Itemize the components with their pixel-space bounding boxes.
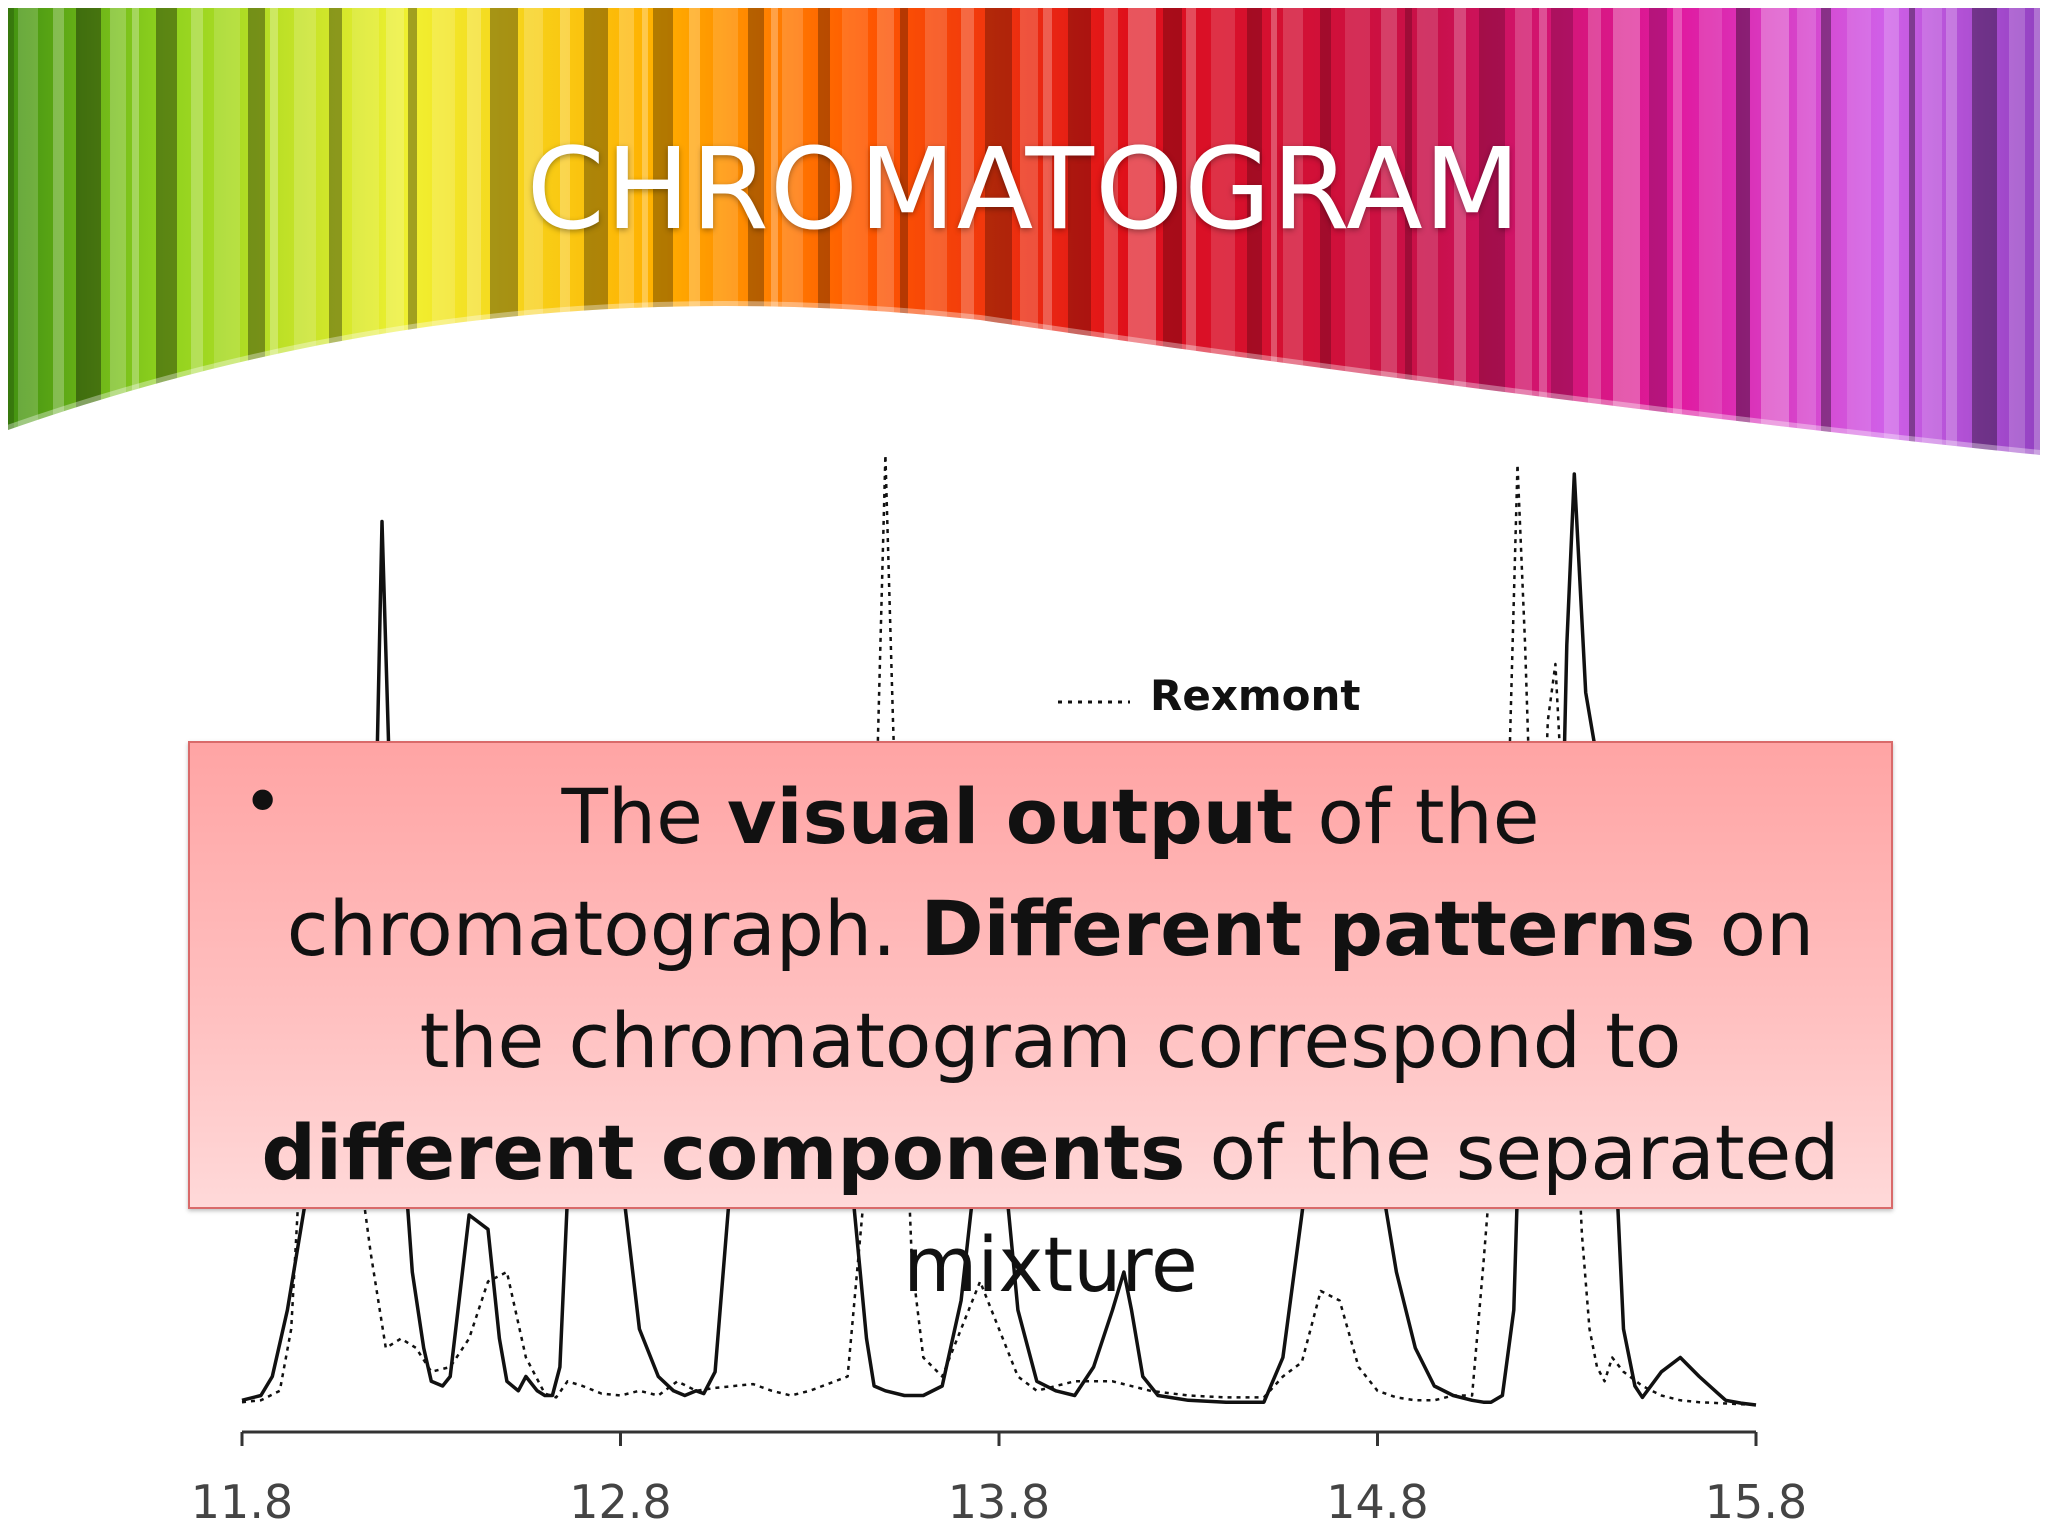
x-tick-label: 11.8 [191,1475,293,1529]
x-tick-label: 12.8 [569,1475,671,1529]
callout-emphasis: visual output [727,772,1294,861]
legend-label-rexmont: Rexmont [1150,671,1361,720]
callout-text-segment: The [561,772,727,861]
callout-text-segment: on the chromatogram correspond to [419,884,1815,1085]
series-line-rexmont [241,453,1757,1407]
callout-text: The visual output of the chromatograph. … [250,761,1851,1321]
bullet-marker: • [242,761,284,843]
rainbow-header-banner [6,8,2041,460]
callout-text-segment: of the chromatograph. [286,772,1540,973]
callout-box: • The visual output of the chromatograph… [188,741,1893,1309]
x-tick-label: 14.8 [1326,1475,1428,1529]
x-tick-label: 15.8 [1705,1475,1807,1529]
slide-title: CHROMATOGRAM [526,125,1522,255]
callout-emphasis: Different patterns [920,884,1696,973]
callout-emphasis: different components [261,1108,1186,1197]
callout-text-segment: of the separated mixture [903,1108,1840,1309]
x-tick-label: 13.8 [948,1475,1050,1529]
